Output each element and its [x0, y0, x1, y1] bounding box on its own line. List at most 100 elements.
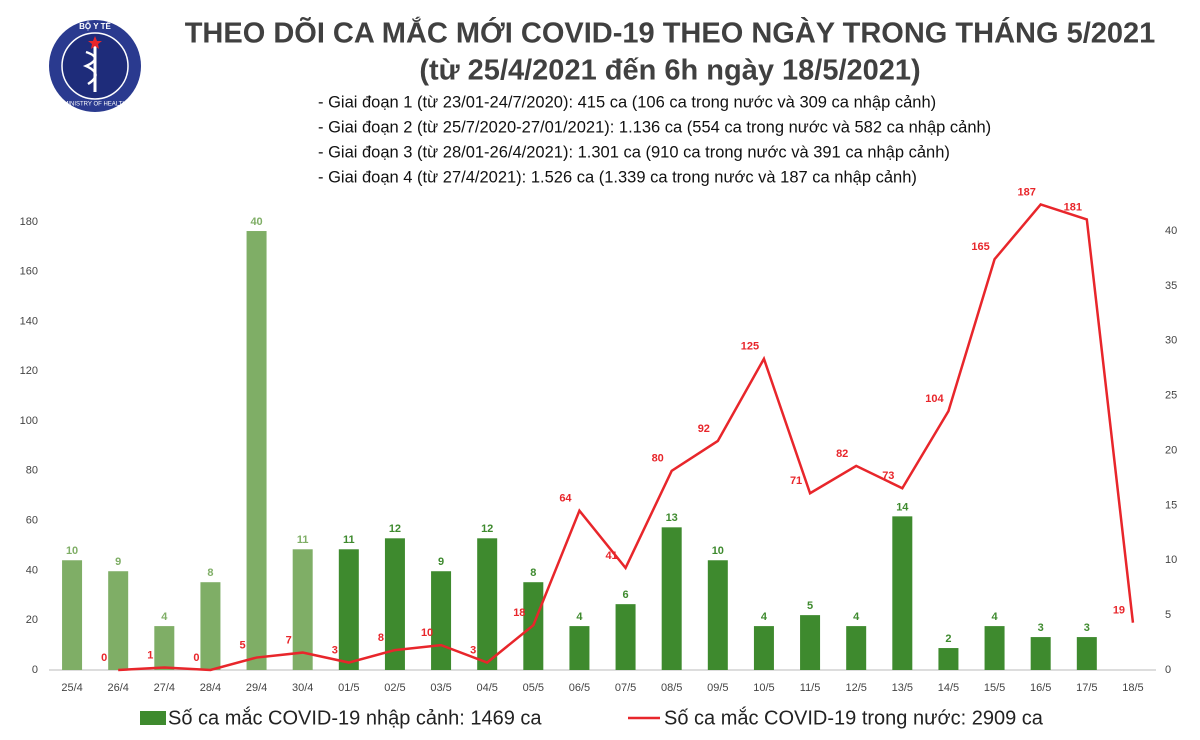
line-label: 165	[971, 241, 989, 253]
bar-label: 4	[992, 611, 999, 623]
y2-tick-label: 40	[1165, 225, 1177, 237]
line-label: 8	[378, 632, 384, 644]
x-tick-label: 28/4	[200, 682, 221, 694]
bar	[846, 626, 867, 670]
bar	[477, 538, 498, 670]
line-label: 82	[836, 448, 848, 460]
bar	[938, 648, 959, 670]
x-tick-label: 14/5	[938, 682, 959, 694]
x-tick-label: 18/5	[1122, 682, 1143, 694]
bar-label: 9	[438, 556, 444, 568]
logo-top: BỘ Y TẾ	[79, 21, 111, 31]
bar	[246, 231, 267, 670]
bar-label: 10	[712, 545, 724, 557]
bar-label: 6	[623, 589, 629, 601]
note: - Giai đoạn 2 (từ 25/7/2020-27/01/2021):…	[318, 118, 991, 136]
bar	[431, 571, 452, 670]
x-tick-label: 08/5	[661, 682, 682, 694]
x-tick-label: 06/5	[569, 682, 590, 694]
bar-label: 9	[115, 556, 121, 568]
bar	[384, 538, 405, 670]
line-label: 104	[925, 393, 944, 405]
x-tick-label: 11/5	[800, 682, 821, 694]
bar	[615, 604, 636, 670]
chart-title: THEO DÕI CA MẮC MỚI COVID-19 THEO NGÀY T…	[185, 16, 1156, 50]
line-label: 187	[1018, 186, 1036, 198]
bar-label: 5	[807, 600, 813, 612]
bar	[108, 571, 129, 670]
bar-label: 14	[896, 501, 909, 513]
line-label: 71	[790, 475, 802, 487]
bar	[569, 626, 590, 670]
bar-label: 2	[945, 633, 951, 645]
x-tick-label: 17/5	[1076, 682, 1097, 694]
line-label: 0	[101, 652, 107, 664]
bar	[154, 626, 175, 670]
y-tick-label: 20	[26, 614, 38, 626]
logo: BỘ Y TẾ MINISTRY OF HEALTH	[49, 20, 141, 112]
bar-label: 4	[161, 611, 168, 623]
bar	[707, 560, 728, 670]
bar	[292, 549, 313, 670]
line-label: 1	[147, 649, 153, 661]
line-label: 3	[332, 644, 338, 656]
bar	[984, 626, 1005, 670]
y2-tick-label: 25	[1165, 390, 1177, 402]
y-tick-label: 40	[26, 564, 38, 576]
note: - Giai đoạn 1 (từ 23/01-24/7/2020): 415 …	[318, 93, 936, 111]
bar	[800, 615, 821, 670]
line-label: 64	[559, 493, 572, 505]
x-tick-label: 13/5	[892, 682, 913, 694]
x-tick-label: 30/4	[292, 682, 313, 694]
y2-tick-label: 10	[1165, 554, 1177, 566]
legend-label: Số ca mắc COVID-19 nhập cảnh: 1469 ca	[168, 706, 542, 729]
x-tick-label: 12/5	[845, 682, 866, 694]
y2-tick-label: 15	[1165, 499, 1177, 511]
line-label: 125	[741, 341, 759, 353]
line-label: 19	[1113, 605, 1125, 617]
bar-label: 4	[576, 611, 583, 623]
line-label: 80	[652, 453, 664, 465]
x-tick-label: 04/5	[476, 682, 497, 694]
y-tick-label: 0	[32, 664, 38, 676]
line-label: 0	[193, 652, 199, 664]
bar-label: 3	[1084, 622, 1090, 634]
bar	[892, 516, 913, 670]
y-tick-label: 120	[20, 365, 38, 377]
bar	[661, 527, 682, 670]
y-tick-label: 140	[20, 315, 38, 327]
x-tick-label: 07/5	[615, 682, 636, 694]
logo-snake	[82, 50, 97, 86]
bar-label: 4	[761, 611, 768, 623]
bar	[200, 582, 221, 670]
line-label: 73	[882, 470, 894, 482]
bar	[338, 549, 359, 670]
bar-label: 40	[250, 216, 262, 228]
y2-tick-label: 0	[1165, 664, 1171, 676]
y-tick-label: 80	[26, 465, 38, 477]
x-tick-label: 10/5	[753, 682, 774, 694]
x-tick-label: 02/5	[384, 682, 405, 694]
bar-label: 12	[389, 523, 401, 535]
x-tick-label: 03/5	[430, 682, 451, 694]
line	[118, 203, 1135, 672]
chart-subtitle: (từ 25/4/2021 đến 6h ngày 18/5/2021)	[419, 55, 920, 87]
x-tick-label: 16/5	[1030, 682, 1051, 694]
note: - Giai đoạn 4 (từ 27/4/2021): 1.526 ca (…	[318, 168, 917, 186]
y2-tick-label: 20	[1165, 444, 1177, 456]
x-tick-label: 26/4	[107, 682, 128, 694]
x-tick-label: 27/4	[154, 682, 175, 694]
bar-label: 13	[666, 512, 678, 524]
y2-tick-label: 5	[1165, 609, 1171, 621]
line-label: 41	[605, 550, 617, 562]
logo-bottom: MINISTRY OF HEALTH	[63, 102, 126, 108]
line-label: 10	[421, 627, 433, 639]
y-tick-label: 60	[26, 515, 38, 527]
legend-swatch	[140, 711, 166, 725]
line-label: 7	[286, 634, 292, 646]
bar	[62, 560, 83, 670]
bar-label: 11	[297, 534, 309, 546]
bar-label: 8	[530, 567, 536, 579]
y-tick-label: 100	[20, 415, 38, 427]
